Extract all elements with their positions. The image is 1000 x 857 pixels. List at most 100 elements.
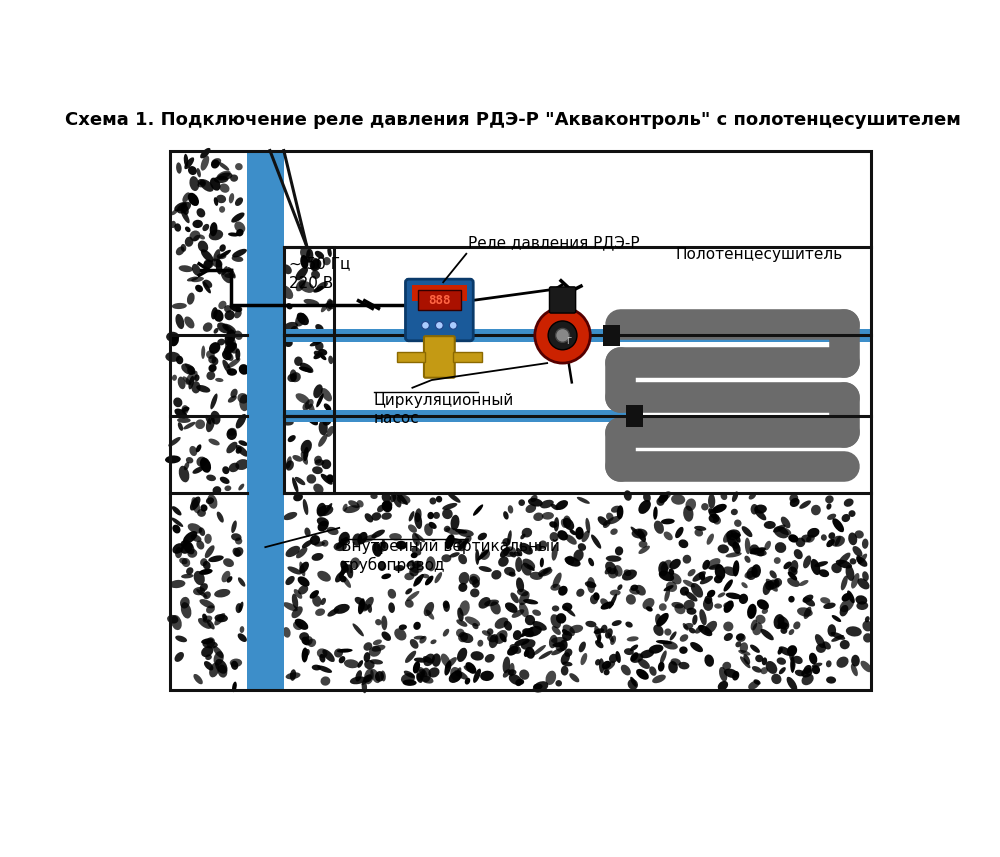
- Bar: [247, 329, 871, 342]
- Ellipse shape: [704, 655, 714, 667]
- Ellipse shape: [334, 542, 347, 551]
- Ellipse shape: [318, 520, 329, 531]
- Ellipse shape: [549, 521, 558, 528]
- Ellipse shape: [750, 644, 760, 653]
- Ellipse shape: [413, 621, 421, 630]
- Ellipse shape: [774, 557, 781, 564]
- Ellipse shape: [551, 648, 564, 656]
- Ellipse shape: [617, 506, 623, 519]
- Ellipse shape: [826, 539, 835, 547]
- Ellipse shape: [433, 512, 440, 519]
- Ellipse shape: [610, 529, 618, 535]
- Ellipse shape: [856, 556, 867, 566]
- Ellipse shape: [232, 681, 237, 692]
- Ellipse shape: [774, 614, 784, 629]
- Ellipse shape: [323, 257, 331, 266]
- Ellipse shape: [491, 570, 501, 579]
- Ellipse shape: [809, 653, 817, 664]
- Ellipse shape: [235, 349, 240, 361]
- Ellipse shape: [303, 446, 309, 461]
- Ellipse shape: [576, 589, 584, 596]
- Ellipse shape: [479, 566, 492, 572]
- Ellipse shape: [478, 533, 487, 541]
- Ellipse shape: [793, 621, 800, 629]
- Ellipse shape: [787, 677, 797, 691]
- Ellipse shape: [783, 561, 792, 569]
- Ellipse shape: [169, 580, 185, 588]
- Ellipse shape: [188, 193, 199, 206]
- Ellipse shape: [175, 636, 187, 642]
- Ellipse shape: [477, 639, 483, 647]
- Ellipse shape: [224, 485, 231, 491]
- Ellipse shape: [236, 414, 246, 428]
- Ellipse shape: [550, 532, 559, 542]
- Ellipse shape: [525, 647, 535, 659]
- Ellipse shape: [658, 662, 665, 672]
- Ellipse shape: [201, 638, 214, 644]
- Ellipse shape: [187, 548, 197, 558]
- Ellipse shape: [777, 657, 786, 665]
- Ellipse shape: [295, 476, 305, 485]
- Ellipse shape: [465, 616, 480, 626]
- Ellipse shape: [234, 221, 245, 233]
- Ellipse shape: [563, 518, 574, 530]
- Ellipse shape: [315, 324, 324, 332]
- Ellipse shape: [205, 415, 211, 424]
- Ellipse shape: [740, 642, 748, 653]
- Ellipse shape: [410, 563, 423, 573]
- Ellipse shape: [318, 349, 327, 356]
- Ellipse shape: [709, 506, 720, 513]
- Ellipse shape: [193, 587, 205, 596]
- Ellipse shape: [238, 633, 247, 642]
- Ellipse shape: [205, 655, 212, 660]
- Ellipse shape: [750, 544, 759, 554]
- Ellipse shape: [503, 669, 510, 678]
- Ellipse shape: [423, 656, 433, 663]
- Ellipse shape: [775, 542, 786, 553]
- Ellipse shape: [692, 614, 697, 625]
- Ellipse shape: [562, 629, 569, 635]
- Ellipse shape: [632, 529, 647, 538]
- Ellipse shape: [781, 517, 790, 528]
- Ellipse shape: [218, 664, 227, 678]
- Ellipse shape: [520, 542, 533, 554]
- Ellipse shape: [551, 637, 567, 644]
- Ellipse shape: [857, 578, 870, 590]
- Ellipse shape: [317, 649, 327, 658]
- Ellipse shape: [456, 620, 467, 626]
- Ellipse shape: [465, 662, 476, 674]
- Ellipse shape: [333, 604, 350, 614]
- Ellipse shape: [283, 627, 291, 638]
- Ellipse shape: [862, 620, 872, 632]
- Ellipse shape: [313, 286, 324, 292]
- Ellipse shape: [301, 637, 310, 645]
- Ellipse shape: [297, 313, 309, 325]
- Ellipse shape: [470, 589, 479, 597]
- Ellipse shape: [661, 491, 671, 500]
- Ellipse shape: [638, 546, 650, 554]
- Ellipse shape: [862, 538, 868, 548]
- Ellipse shape: [515, 557, 522, 572]
- Ellipse shape: [309, 404, 315, 419]
- Ellipse shape: [787, 578, 800, 587]
- Ellipse shape: [601, 625, 607, 633]
- Ellipse shape: [449, 552, 460, 558]
- Ellipse shape: [692, 571, 706, 582]
- Ellipse shape: [831, 563, 842, 573]
- Ellipse shape: [231, 520, 237, 533]
- Ellipse shape: [214, 176, 228, 183]
- Ellipse shape: [532, 609, 541, 616]
- Ellipse shape: [840, 605, 848, 616]
- Ellipse shape: [203, 322, 212, 332]
- Ellipse shape: [685, 499, 696, 511]
- Ellipse shape: [312, 665, 321, 670]
- Ellipse shape: [727, 535, 739, 548]
- Ellipse shape: [514, 638, 530, 646]
- Ellipse shape: [227, 332, 232, 340]
- Ellipse shape: [214, 589, 230, 597]
- Ellipse shape: [340, 560, 348, 572]
- Ellipse shape: [377, 542, 387, 552]
- Ellipse shape: [675, 527, 684, 538]
- Ellipse shape: [500, 548, 510, 558]
- Ellipse shape: [587, 577, 595, 593]
